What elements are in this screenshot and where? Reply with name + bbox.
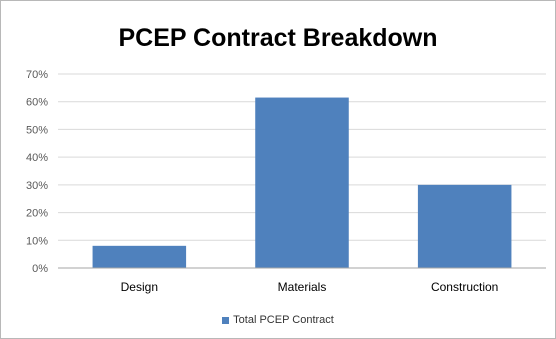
legend-label: Total PCEP Contract — [233, 314, 334, 326]
x-tick-label: Materials — [278, 280, 327, 294]
y-tick-label: 30% — [26, 180, 48, 192]
y-tick-label: 50% — [26, 124, 48, 136]
y-tick-label: 70% — [26, 69, 48, 81]
legend: Total PCEP Contract — [0, 314, 556, 326]
bar-materials — [255, 97, 349, 268]
y-tick-label: 60% — [26, 97, 48, 109]
x-axis-labels: Design Materials Construction — [121, 280, 499, 294]
chart-title: PCEP Contract Breakdown — [118, 24, 438, 52]
legend-swatch — [222, 316, 230, 324]
bars — [92, 97, 512, 268]
x-tick-label: Design — [121, 280, 158, 294]
y-axis-ticks: 0% 10% 20% 30% 40% 50% 60% 70% — [26, 69, 48, 275]
bar-construction — [417, 184, 512, 268]
y-tick-label: 10% — [26, 235, 48, 247]
bar-design — [92, 245, 187, 268]
y-tick-label: 40% — [26, 152, 48, 164]
y-tick-label: 0% — [32, 263, 48, 275]
x-tick-label: Construction — [431, 280, 498, 294]
y-tick-label: 20% — [26, 208, 48, 220]
